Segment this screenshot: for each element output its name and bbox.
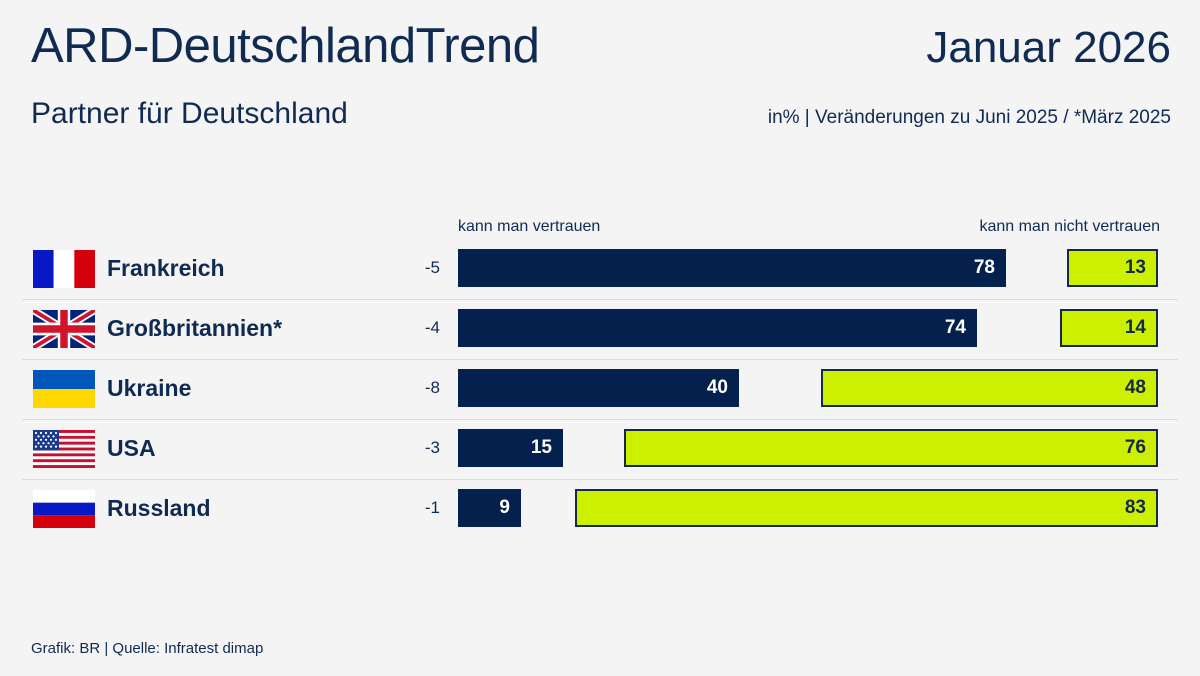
row-separator: [22, 479, 1178, 480]
country-label: Großbritannien*: [107, 315, 283, 341]
flag-united-kingdom-icon: [33, 310, 95, 348]
trust-bar: 40: [458, 369, 739, 407]
country-label: Frankreich: [107, 255, 225, 281]
trust-bar-value: 15: [530, 437, 552, 458]
trust-bar-value: 78: [973, 257, 995, 278]
trust-bar: 15: [458, 429, 563, 467]
distrust-bar: 83: [575, 489, 1158, 527]
distrust-bar: 13: [1067, 249, 1158, 287]
distrust-bar: 76: [624, 429, 1158, 467]
flag-france-icon: [33, 250, 95, 288]
trust-bar: 9: [458, 489, 521, 527]
change-value: -4: [424, 318, 440, 337]
flag-ukraine-icon: [33, 370, 95, 408]
change-value: -8: [424, 378, 440, 397]
survey-period: Januar 2026: [926, 23, 1171, 72]
distrust-bar-value: 14: [1124, 317, 1146, 338]
distrust-bar: 14: [1060, 309, 1158, 347]
country-label: Russland: [107, 495, 211, 521]
change-value: -1: [424, 498, 440, 517]
source-credit: Grafik: BR | Quelle: Infratest dimap: [31, 640, 264, 657]
flag-russia-icon: [33, 490, 95, 528]
header: ARD-DeutschlandTrend Partner für Deutsch…: [0, 0, 1200, 150]
chart-row: Ukraine -8 40 48: [0, 359, 1200, 419]
methodology-note: in% | Veränderungen zu Juni 2025 / *März…: [767, 107, 1171, 128]
chart-row: Großbritannien* -4 74 14: [0, 299, 1200, 359]
distrust-bar-value: 83: [1124, 497, 1146, 518]
country-label: Ukraine: [107, 375, 192, 401]
chart-row: USA -3 15 76: [0, 419, 1200, 479]
distrust-bar: 48: [821, 369, 1158, 407]
distrust-bar-value: 48: [1124, 377, 1146, 398]
legend-label-trust: kann man vertrauen: [458, 218, 601, 235]
trust-bar-value: 9: [499, 497, 510, 518]
trust-bar: 74: [458, 309, 977, 347]
row-separator: [22, 299, 1178, 300]
row-separator: [22, 419, 1178, 420]
chart-row: Frankreich -5 78 13: [0, 239, 1200, 299]
trust-bar-value: 40: [706, 377, 728, 398]
change-value: -3: [424, 438, 440, 457]
trust-bar-value: 74: [944, 317, 966, 338]
country-label: USA: [107, 435, 156, 461]
chart-row: Russland -1 9 83: [0, 479, 1200, 539]
legend-label-distrust: kann man nicht vertrauen: [979, 218, 1160, 235]
row-separator: [22, 359, 1178, 360]
page-subtitle: Partner für Deutschland: [31, 97, 348, 130]
page-title: ARD-DeutschlandTrend: [31, 19, 540, 73]
distrust-bar-value: 76: [1124, 437, 1146, 458]
change-value: -5: [424, 258, 440, 277]
flag-united-states-icon: [33, 430, 95, 468]
trust-bar: 78: [458, 249, 1006, 287]
chart-rows: Frankreich -5 78 13 Großbritannien* -4 74 …: [0, 239, 1200, 539]
distrust-bar-value: 13: [1124, 257, 1146, 278]
